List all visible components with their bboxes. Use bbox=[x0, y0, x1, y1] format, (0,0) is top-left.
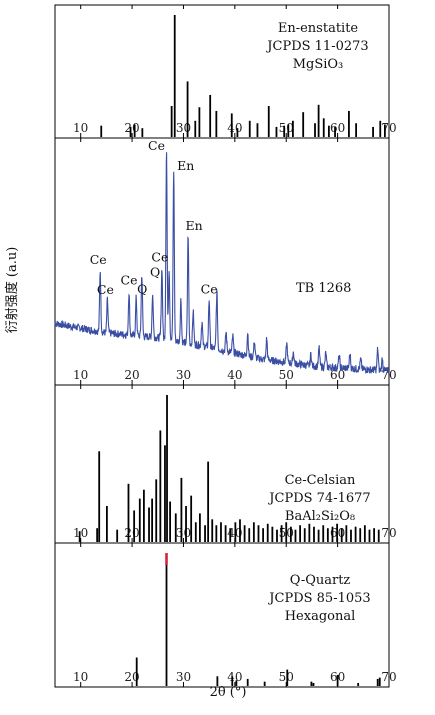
x-tick-label: 50 bbox=[279, 670, 294, 684]
peak-annotation: Ce bbox=[151, 249, 168, 264]
panel-label-line: JCPDS 11-0273 bbox=[265, 39, 368, 54]
peak-annotation: Q bbox=[137, 282, 147, 297]
x-tick-label: 40 bbox=[227, 670, 242, 684]
peak-annotation: Ce bbox=[97, 282, 114, 297]
x-axis-title: 2θ (°) bbox=[210, 685, 247, 700]
x-tick-label: 50 bbox=[279, 368, 294, 382]
x-tick-label: 20 bbox=[124, 368, 139, 382]
panel-label-line: Q-Quartz bbox=[290, 573, 351, 588]
panel-frame bbox=[54, 542, 390, 688]
x-tick-label: 20 bbox=[124, 526, 139, 540]
y-axis-title: 衍射强度 (a.u) bbox=[4, 247, 20, 334]
x-tick-label: 20 bbox=[124, 121, 139, 135]
x-tick-label: 70 bbox=[381, 368, 396, 382]
peak-annotation: Ce bbox=[201, 282, 218, 297]
x-tick-label: 60 bbox=[330, 121, 345, 135]
x-tick-label: 70 bbox=[381, 121, 396, 135]
x-tick-label: 40 bbox=[227, 121, 242, 135]
x-tick-label: 30 bbox=[176, 121, 191, 135]
x-tick-label: 60 bbox=[330, 368, 345, 382]
panel-label-line: JCPDS 85-1053 bbox=[267, 591, 370, 606]
peak-annotation: Q bbox=[150, 265, 160, 280]
peak-annotation: En bbox=[177, 158, 194, 173]
x-tick-label: 50 bbox=[279, 121, 294, 135]
x-tick-label: 30 bbox=[176, 368, 191, 382]
x-tick-label: 10 bbox=[73, 368, 88, 382]
x-tick-label: 70 bbox=[381, 670, 396, 684]
panel-label-line: JCPDS 74-1677 bbox=[267, 491, 370, 506]
x-tick-label: 70 bbox=[381, 526, 396, 540]
panel-label-line: Ce-Celsian bbox=[285, 473, 356, 488]
x-tick-label: 30 bbox=[176, 526, 191, 540]
peak-annotation: Ce bbox=[148, 138, 165, 153]
x-tick-label: 30 bbox=[176, 670, 191, 684]
x-tick-label: 10 bbox=[73, 526, 88, 540]
panel-label-line: Hexagonal bbox=[285, 609, 356, 624]
peak-annotation: Ce bbox=[121, 272, 138, 287]
panel-label-line: MgSiO₃ bbox=[293, 57, 344, 72]
panel-label-line: En-enstatite bbox=[278, 21, 359, 36]
peak-annotation: En bbox=[185, 218, 202, 233]
peak-annotation: Ce bbox=[90, 252, 107, 267]
panel-label-line: BaAl₂Si₂O₈ bbox=[285, 509, 355, 524]
pattern-line bbox=[54, 152, 390, 374]
x-tick-label: 40 bbox=[227, 368, 242, 382]
panel-label-line: TB 1268 bbox=[296, 281, 351, 296]
x-tick-label: 10 bbox=[73, 670, 88, 684]
panel-0: 10 20 30 40 50 60 70 En-enstatite JCPDS 11-0273 M… bbox=[54, 4, 397, 139]
x-tick-label: 10 bbox=[73, 121, 88, 135]
